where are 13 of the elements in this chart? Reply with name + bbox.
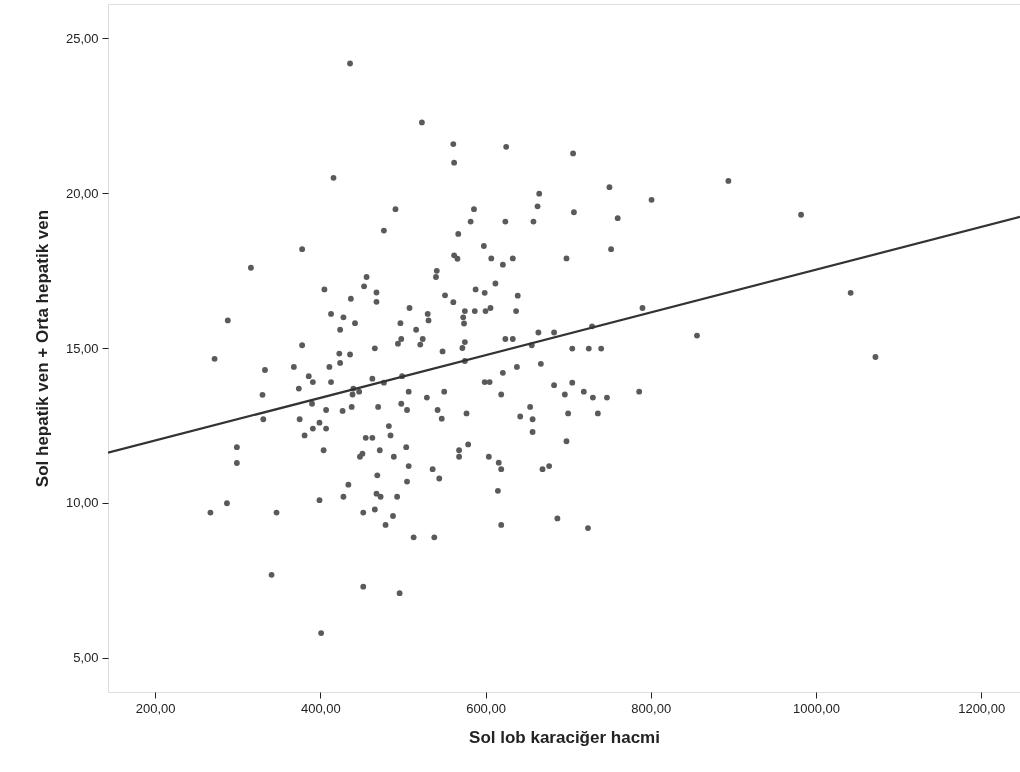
x-axis-title: Sol lob karaciğer hacmi [469, 727, 660, 747]
x-tick-label: 1200,00 [958, 700, 1006, 716]
y-tick-label: 15,00 [65, 340, 99, 356]
y-tick-label: 10,00 [65, 495, 99, 511]
x-tick-label: 400,00 [300, 700, 341, 716]
y-tick-label: 5,00 [73, 650, 99, 666]
y-tick-label: 20,00 [65, 185, 99, 201]
x-tick-label: 1000,00 [792, 700, 840, 716]
x-tick-label: 600,00 [466, 700, 506, 716]
y-axis-title: Sol hepatik ven + Orta hepatik ven [32, 209, 52, 488]
y-tick-label: 25,00 [65, 30, 99, 46]
x-tick-label: 800,00 [631, 700, 672, 716]
x-tick-label: 200,00 [135, 700, 176, 716]
